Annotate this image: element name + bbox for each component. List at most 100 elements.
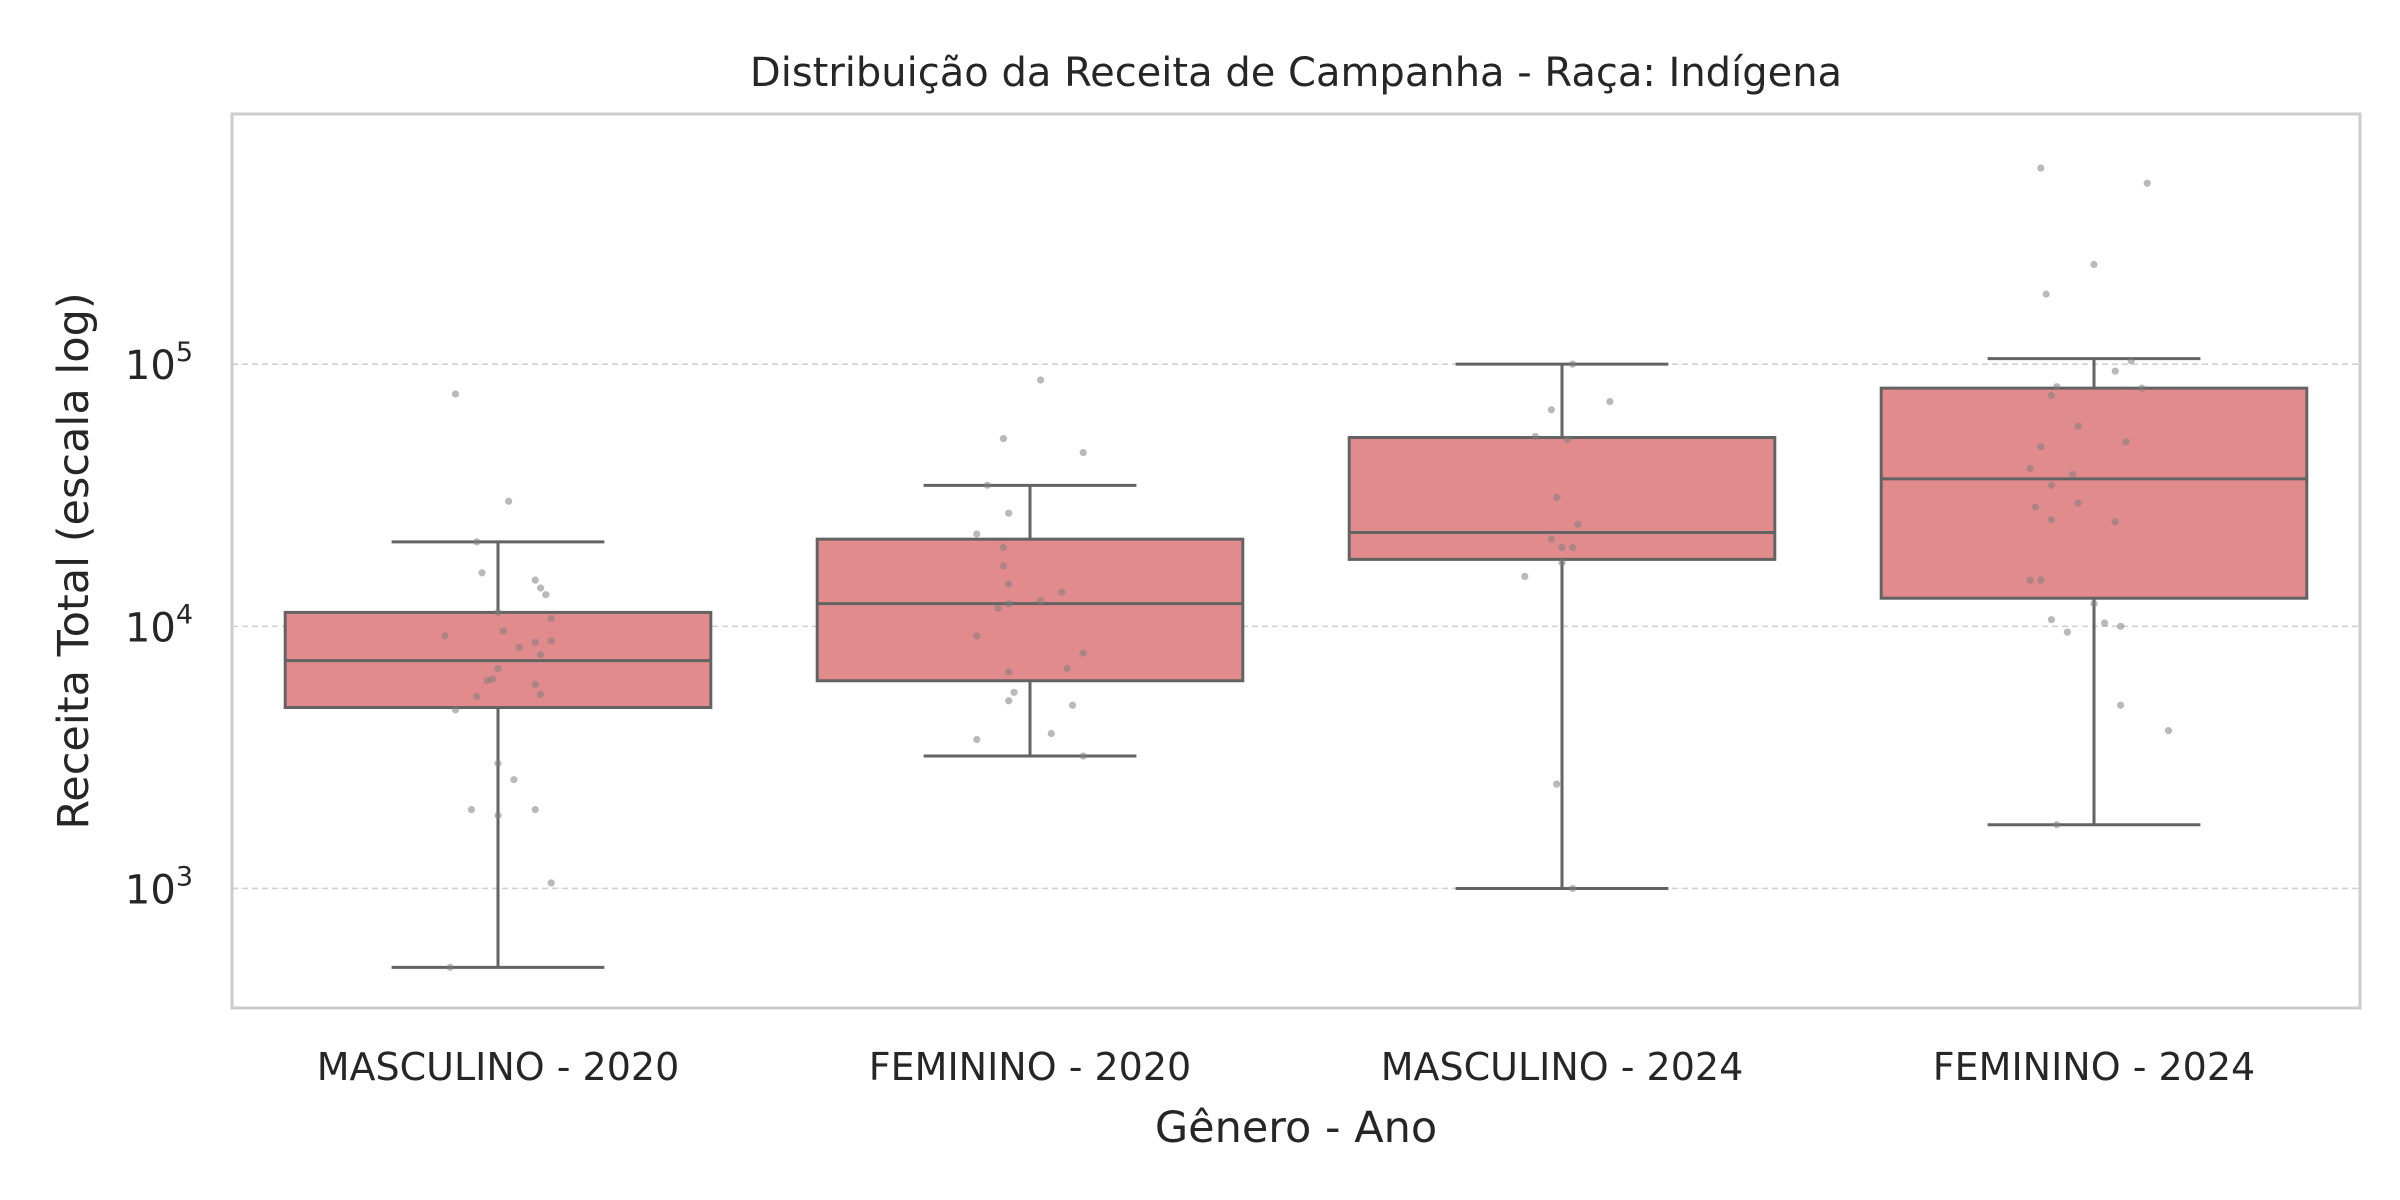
data-point [499,627,507,635]
data-point [547,637,555,645]
data-point [1558,543,1566,552]
x-tick-label: MASCULINO - 2020 [317,1045,680,1089]
data-point [2111,367,2119,375]
data-point [1005,600,1013,608]
data-point [2117,701,2125,709]
data-point [1574,520,1582,528]
data-point [1521,572,1529,581]
data-point [1553,493,1561,502]
data-point [1547,406,1555,414]
data-point [1047,729,1055,738]
data-point [505,497,513,505]
data-point [494,664,502,673]
data-point [2117,622,2125,630]
y-tick-label: 103 [125,861,193,913]
data-point [1079,649,1087,657]
data-point [2069,470,2077,478]
data-point [451,390,460,398]
data-point [547,615,555,623]
data-point [1569,360,1577,368]
data-point [536,584,545,592]
data-point [2090,600,2098,608]
plot-frame [230,112,2362,1010]
data-point [467,805,475,814]
data-point [494,759,502,767]
y-tick-base: 10 [125,343,176,389]
data-point [994,604,1002,613]
data-point [1068,701,1077,709]
iqr-box [1879,386,2309,600]
boxes [283,357,2309,969]
data-point [2143,179,2151,187]
data-point [1005,668,1013,676]
y-tick-label: 104 [125,599,193,651]
strip-points [441,164,2173,971]
data-point [999,562,1008,570]
data-point [2164,727,2173,735]
data-point [2074,422,2082,430]
data-point [1063,664,1071,673]
data-point [451,706,460,714]
box-group [1347,362,1777,890]
data-point [536,690,545,698]
data-point [1553,780,1561,788]
data-point [2063,628,2071,636]
data-point [473,538,481,546]
data-point [2037,576,2045,584]
x-axis-label: Gênero - Ano [1155,1103,1437,1153]
data-point [1079,448,1087,457]
y-tick-exponent: 5 [176,337,193,368]
data-point [2138,384,2146,392]
data-point [483,677,491,685]
data-point [441,632,449,640]
data-point [1058,588,1066,596]
data-point [2037,442,2045,451]
data-point [510,776,518,784]
data-point [1037,597,1045,605]
data-point [1005,580,1013,588]
data-point [1558,559,1566,567]
data-point [2053,821,2061,829]
box-group [1879,357,2309,827]
data-point [973,530,981,538]
x-tick-label: FEMININO - 2020 [869,1045,1191,1089]
y-tick-exponent: 4 [176,599,193,630]
data-point [531,680,539,689]
data-point [1606,397,1614,406]
data-point [446,963,454,971]
data-point [1005,697,1013,705]
data-point [2111,518,2119,526]
data-point [2122,438,2130,446]
data-point [2031,503,2040,511]
data-point [473,692,481,701]
y-tick-base: 10 [125,867,176,913]
data-point [1005,509,1013,517]
data-point [1563,436,1571,444]
iqr-box [1347,436,1777,561]
data-point [1569,543,1577,552]
data-point [531,805,539,814]
data-point [1079,752,1087,760]
data-point [1037,376,1045,384]
data-point [2026,576,2034,584]
data-point [999,435,1008,443]
data-point [2047,616,2056,624]
x-tick-label: MASCULINO - 2024 [1381,1045,1744,1089]
data-point [2127,357,2135,365]
data-point [2042,290,2050,298]
iqr-box [815,537,1245,683]
data-point [2026,464,2034,473]
data-point [2074,499,2082,507]
data-point [2047,391,2056,400]
data-point [478,569,486,577]
data-point [1547,535,1555,543]
data-point [999,543,1008,552]
data-point [983,481,992,489]
data-point [2101,619,2109,627]
chart-title: Distribuição da Receita de Campanha - Ra… [750,50,1842,96]
data-point [1531,432,1539,441]
data-point [1569,884,1577,893]
data-point [2047,516,2056,524]
